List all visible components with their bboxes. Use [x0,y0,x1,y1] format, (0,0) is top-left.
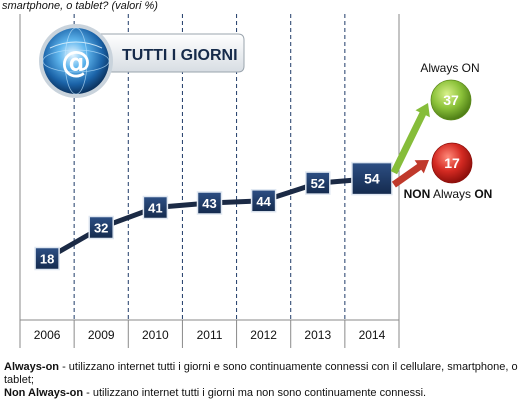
x-tick-label: 2012 [250,328,277,342]
at-sign-globe-icon: @ [39,24,113,98]
x-tick-label: 2006 [34,328,61,342]
data-marker-box [196,191,223,215]
x-tick-label: 2013 [304,328,331,342]
data-label: 41 [148,201,162,216]
data-marker: 18 [34,246,60,271]
badge-box [81,33,245,73]
badge-title: TUTTI I GIORNI [122,47,238,64]
data-marker-box [88,215,114,240]
x-tick-label: 2014 [359,328,386,342]
non-always-on-value: 17 [444,155,460,171]
data-label: 43 [202,196,216,211]
data-marker: 54 [351,161,393,196]
always-on-value: 37 [443,92,459,108]
non-always-on-label: NON Always ON [404,187,493,201]
data-markers: 18 32 41 43 44 52 54 [34,161,393,271]
x-tick-label: 2009 [88,328,115,342]
always-on-ball [430,79,472,121]
data-marker-box [250,189,277,213]
split-group: Always ON 37 17 NON Always ON [390,61,493,201]
data-marker: 52 [305,171,331,195]
data-label: 54 [364,171,380,187]
footnote-non-always-on: Non Always-on - utilizzano internet tutt… [4,387,427,399]
non-always-on-ball [431,142,473,184]
header-badge: TUTTI I GIORNI @ [39,24,245,98]
arrow-to-non-always-on [391,160,429,188]
always-on-label: Always ON [420,61,479,75]
data-label: 18 [40,252,54,267]
x-tick-label: 2011 [197,328,223,342]
x-tick-label: 2010 [142,328,169,342]
data-marker: 32 [88,215,114,240]
data-marker: 44 [250,189,277,213]
x-tick-labels: 2006 2009 2010 2011 2012 2013 2014 [34,328,386,342]
data-marker-box [34,246,60,271]
data-label: 32 [94,221,108,236]
data-marker-box [305,171,331,195]
chart-subtitle: smartphone, o tablet? (valori %) [2,0,158,12]
data-marker-box [142,195,169,220]
data-label: 52 [311,176,325,191]
data-label: 44 [256,194,271,209]
data-marker: 43 [196,191,223,215]
footnotes: Always-on - utilizzano internet tutti i … [4,361,519,400]
footnote-always-on: Always-on - utilizzano internet tutti i … [4,361,518,386]
arrow-to-always-on [390,103,430,175]
data-marker: 41 [142,195,169,220]
svg-text:@: @ [61,45,91,80]
data-marker-box [351,161,393,196]
